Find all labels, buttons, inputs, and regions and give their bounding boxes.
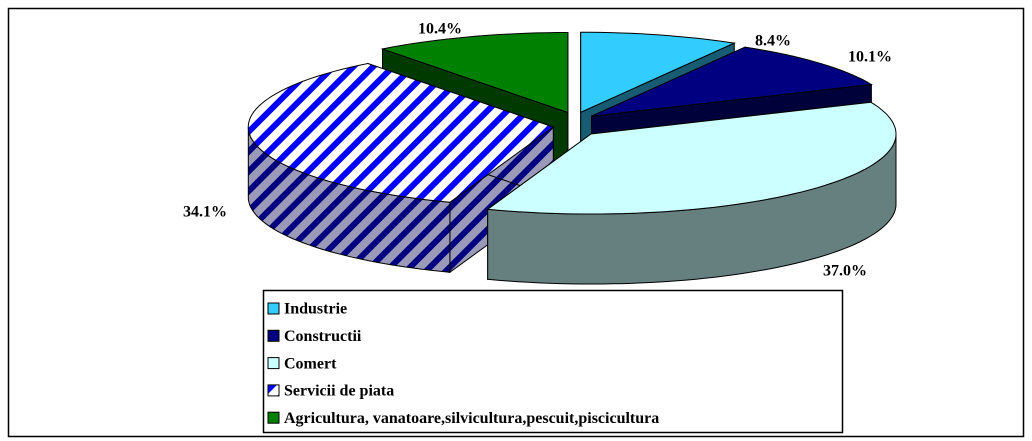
- legend-swatch: [267, 357, 280, 370]
- slice: [247, 62, 555, 203]
- slice: [580, 31, 737, 114]
- data-label: 8.4%: [755, 33, 791, 50]
- legend-label: Agricultura, vanatoare,silvicultura,pesc…: [284, 410, 659, 427]
- data-label: 10.4%: [418, 21, 462, 38]
- legend-swatch: [267, 411, 280, 424]
- legend-swatch: [267, 329, 280, 342]
- legend-swatch: [267, 384, 280, 397]
- data-label: 37.0%: [823, 263, 867, 280]
- slice: [380, 32, 569, 114]
- legend-label: Comert: [284, 355, 337, 372]
- legend-label: Constructii: [284, 328, 362, 345]
- data-label: 34.1%: [183, 204, 227, 221]
- legend-swatch: [267, 302, 280, 315]
- slice: [486, 101, 897, 215]
- legend-label: Industrie: [284, 301, 347, 318]
- legend-label: Servicii de piata: [284, 383, 394, 400]
- data-label: 10.1%: [848, 49, 892, 66]
- slice: [591, 46, 873, 117]
- legend-box: [262, 289, 844, 434]
